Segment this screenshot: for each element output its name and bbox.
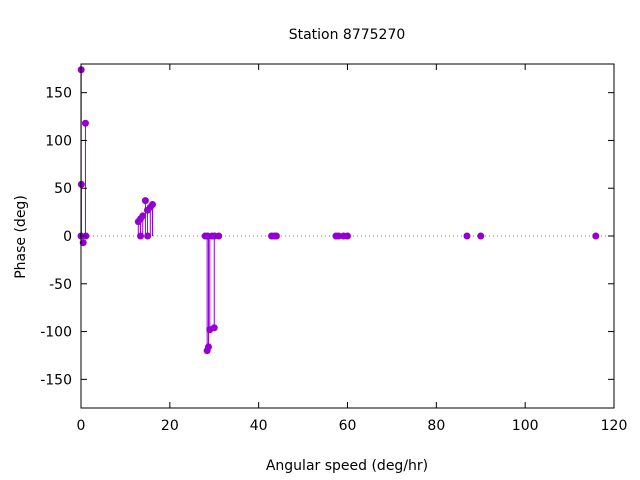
data-point — [144, 232, 152, 240]
x-tick-label: 80 — [427, 418, 445, 434]
x-tick-label: 60 — [339, 418, 357, 434]
data-point — [141, 197, 149, 205]
data-point — [215, 232, 223, 240]
x-axis-label: Angular speed (deg/hr) — [266, 458, 428, 474]
x-tick-label: 100 — [512, 418, 539, 434]
x-tick-label: 20 — [161, 418, 179, 434]
data-point — [149, 200, 157, 208]
data-point — [344, 232, 351, 240]
y-tick-label: -50 — [49, 277, 72, 293]
y-tick-label: 150 — [45, 86, 72, 102]
data-point — [137, 232, 145, 240]
y-axis-label: Phase (deg) — [13, 195, 29, 279]
data-point — [477, 232, 485, 240]
axis-ticks-layer: 0 20 40 60 80 100 120 -150 -100 -50 0 50 100 150 — [40, 64, 627, 434]
data-point — [210, 324, 218, 332]
x-tick-label: 120 — [601, 418, 628, 434]
data-point — [81, 119, 89, 127]
data-point — [335, 232, 343, 240]
plot-frame — [80, 63, 615, 409]
y-tick-label: 100 — [45, 133, 72, 149]
data-point — [592, 232, 600, 240]
y-tick-label: -150 — [40, 372, 72, 388]
data-point — [139, 212, 147, 220]
y-tick-label: 0 — [63, 229, 72, 245]
data-point — [272, 232, 280, 240]
data-points-layer — [77, 66, 600, 355]
y-tick-label: 50 — [54, 181, 72, 197]
data-point — [463, 232, 471, 240]
x-tick-label: 0 — [77, 418, 86, 434]
chart-title: Station 8775270 — [289, 27, 406, 43]
y-tick-label: -100 — [40, 325, 72, 341]
data-point — [204, 343, 212, 351]
x-tick-label: 40 — [250, 418, 268, 434]
